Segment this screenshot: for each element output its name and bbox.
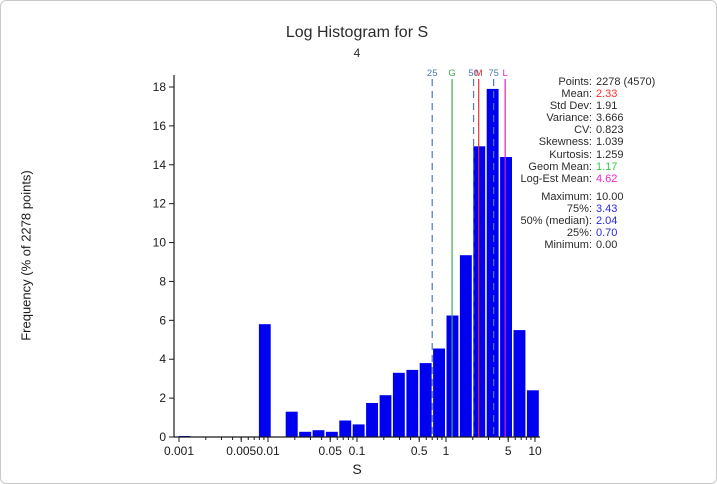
stat-row: Maximum: 10.00 [478,191,710,203]
stat-value: 0.00 [596,239,618,252]
histogram-bar [433,348,445,437]
stat-row: Mean: 2.33 [478,88,710,100]
histogram-bar [419,363,432,437]
x-axis-label: S [352,461,361,477]
stat-label: Points: [558,76,592,88]
x-tick-label: 1 [443,444,450,458]
stat-label: CV: [574,124,592,137]
chart-title: Log Histogram for S [285,24,429,41]
stat-label: Std Dev: [549,100,592,113]
marker-label-75: 75 [488,68,499,79]
x-tick-label: 0.05 [319,444,343,458]
y-tick-label: 14 [153,158,167,172]
marker-label-50: 50 [468,68,479,79]
histogram-bar [459,255,472,437]
stat-value: 4.62 [596,172,618,185]
stat-label: Kurtosis: [549,148,592,161]
stat-value: 0.823 [596,124,624,137]
stat-row: 75%: 3.43 [478,203,710,215]
y-tick-label: 18 [153,80,167,94]
marker-label-25: 25 [427,68,438,79]
stat-label: Minimum: [544,239,592,252]
marker-label-g: G [448,68,455,79]
y-tick-label: 6 [159,313,166,327]
stat-row: Std Dev: 1.91 [478,100,710,112]
y-tick-label: 0 [159,430,166,444]
y-tick-label: 8 [159,274,166,288]
stat-row: Minimum: 0.00 [478,239,710,251]
stat-value: 1.039 [596,136,624,149]
histogram-bar [486,88,499,438]
stat-value: 0.70 [596,227,618,240]
stat-row: Variance: 3.666 [478,112,710,124]
histogram-bar [513,330,526,437]
y-tick-label: 4 [159,352,166,366]
histogram-bar [379,395,392,437]
stat-label: Mean: [561,88,592,101]
stat-value: 3.666 [596,112,624,125]
stat-label: 50% (median): [520,215,592,228]
stat-row: Kurtosis: 1.259 [478,149,710,161]
stat-label: 75%: [566,202,592,215]
stat-value: 2.33 [596,88,618,101]
x-tick-label: 0.005 [226,444,256,458]
x-tick-label: 0.5 [411,444,428,458]
stat-label: 25%: [566,227,592,240]
stat-row: Geom Mean: 1.17 [478,161,710,173]
stat-row: Skewness: 1.039 [478,136,710,148]
histogram-bar [526,390,539,437]
histogram-bar [299,431,312,438]
marker-label-l: L [503,68,508,79]
histogram-bar [258,324,271,437]
stat-row: Log-Est Mean: 4.62 [478,173,710,185]
histogram-bar [500,157,512,437]
stat-label: Variance: [546,112,592,125]
stat-row: 50% (median): 2.04 [478,215,710,227]
y-tick-label: 12 [153,197,167,211]
statistics-panel: Points: 2278 (4570) Mean: 2.33 Std Dev: 1.91 V… [478,76,710,251]
histogram-bar [312,430,325,437]
y-tick-label: 16 [153,119,167,133]
histogram-bar [339,420,352,437]
stat-row: 25%: 0.70 [478,227,710,239]
stat-value: 2.04 [596,215,618,228]
chart-subtitle: 4 [353,46,361,60]
y-tick-label: 10 [153,236,167,250]
stat-value: 1.91 [596,100,618,113]
stat-row: CV: 0.823 [478,124,710,136]
y-tick-label: 2 [159,391,166,405]
x-tick-label: 0.001 [164,444,194,458]
stat-value: 3.43 [596,202,618,215]
stat-label: Log-Est Mean: [520,172,592,185]
x-tick-label: 0.01 [256,444,280,458]
marker-label-m: M [475,68,483,79]
x-tick-label: 5 [505,444,512,458]
stat-value: 10.00 [596,190,624,203]
stat-label: Geom Mean: [528,160,592,173]
histogram-bar [392,372,405,437]
stat-label: Skewness: [538,136,592,149]
histogram-bar [366,403,378,437]
stat-label: Maximum: [541,190,592,203]
histogram-bar [406,369,419,437]
histogram-bar [352,424,365,437]
x-tick-label: 10 [528,444,542,458]
stat-row: Points: 2278 (4570) [478,76,710,88]
histogram-bar [325,431,338,438]
stat-value: 1.259 [596,148,624,161]
histogram-bar [285,411,298,437]
x-tick-label: 0.1 [349,444,366,458]
stat-value: 1.17 [596,160,618,173]
stat-value: 2278 (4570) [596,76,656,88]
